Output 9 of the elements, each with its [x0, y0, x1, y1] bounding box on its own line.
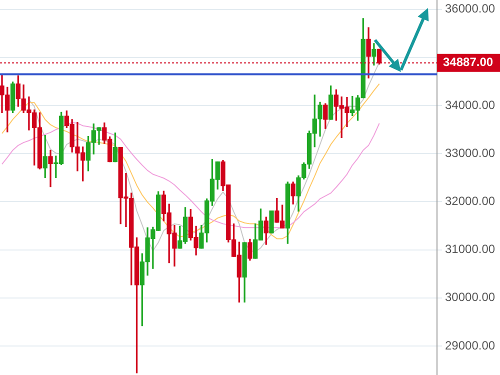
y-tick-label: 33000.00	[445, 146, 496, 160]
y-tick-label: 34000.00	[445, 98, 496, 112]
ref-line-label: 34887.00	[443, 55, 494, 70]
y-tick-label: 31000.00	[445, 242, 496, 256]
y-tick-label: 36000.00	[445, 2, 496, 16]
candlestick	[48, 150, 53, 188]
y-tick-label: 32000.00	[445, 194, 496, 208]
y-tick-label: 30000.00	[445, 290, 496, 304]
y-tick-label: 29000.00	[445, 338, 496, 352]
